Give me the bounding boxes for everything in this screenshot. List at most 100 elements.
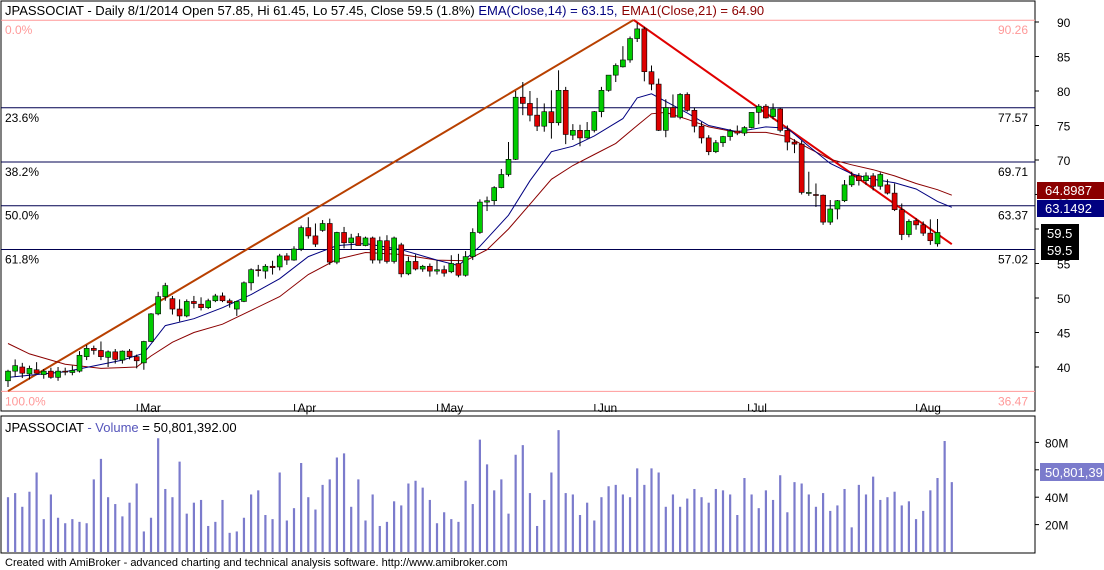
candle (19, 362, 26, 379)
fib-pct-label: 100.0% (5, 394, 46, 408)
candle-body (284, 255, 290, 261)
candle-body (169, 298, 176, 310)
candle-body (920, 224, 927, 234)
candle (91, 345, 97, 355)
ema21-badge: 64.8987 (1037, 182, 1104, 199)
volume-tick-label: 40M (1045, 491, 1068, 505)
candle-body (469, 232, 476, 257)
candle (312, 223, 319, 247)
candle (655, 78, 662, 132)
candle (169, 295, 176, 315)
candle-body (570, 130, 576, 136)
candle (48, 367, 54, 379)
volume-tick-label: 20M (1045, 519, 1068, 533)
candle (698, 122, 705, 144)
volume-header-symbol: JPASSOCIAT (5, 420, 84, 435)
candle-body (727, 130, 733, 137)
candle (770, 103, 776, 120)
candle (33, 362, 40, 374)
candle (477, 199, 483, 234)
candle-body (462, 256, 469, 276)
candle-body (341, 232, 347, 244)
candle-body (770, 108, 776, 117)
candle (784, 125, 791, 151)
candle-body (784, 130, 791, 143)
candle (305, 217, 312, 239)
date-tick-label: Jul (752, 401, 767, 415)
candle (898, 203, 905, 241)
candle (83, 344, 90, 361)
price-tick-label: 85 (1057, 51, 1071, 65)
volume-badge: 50,801,39 (1040, 463, 1104, 481)
volume-badge-text: 50,801,39 (1045, 465, 1103, 480)
candle (598, 86, 605, 118)
candle-body (441, 269, 447, 274)
candle-body (198, 303, 204, 308)
candle-body (856, 175, 862, 181)
candle (455, 253, 462, 278)
fib-pct-label: 38.2% (5, 165, 39, 179)
candle (462, 251, 469, 277)
candle (641, 26, 648, 82)
candle (441, 265, 447, 277)
candle (527, 91, 533, 122)
candle (126, 349, 133, 360)
fib-value-label: 36.47 (998, 394, 1028, 408)
trendline-downtrend (633, 19, 953, 245)
candle-body (777, 108, 784, 131)
candle-body (577, 130, 583, 139)
candle (434, 260, 440, 275)
candle-body (55, 370, 61, 378)
candle (348, 233, 355, 250)
candle-body (369, 237, 376, 261)
candle-body (19, 366, 26, 374)
candle-body (76, 354, 83, 372)
candle-body (655, 83, 662, 131)
candle (255, 264, 262, 277)
candle-body (598, 90, 605, 112)
candle (62, 367, 69, 376)
candle-body (234, 301, 240, 310)
price-tick-label: 90 (1057, 16, 1071, 30)
candle-body (562, 90, 569, 135)
candle (577, 124, 583, 147)
candle (534, 97, 540, 132)
candle-body (848, 175, 855, 186)
candle-body (605, 74, 612, 91)
candle (512, 91, 519, 160)
candle (670, 94, 676, 118)
candle-body (755, 105, 762, 113)
candle (276, 253, 283, 271)
candle (827, 200, 834, 225)
candle-body (541, 111, 548, 127)
candle (26, 365, 33, 380)
candle-body (820, 194, 826, 223)
candle-body (670, 107, 676, 118)
candle-body (319, 223, 326, 231)
candle (906, 219, 912, 238)
chart-header: JPASSOCIAT - Daily 8/1/2014 Open 57.85, … (5, 3, 764, 18)
candle-body (741, 127, 748, 134)
candlesticks (5, 22, 941, 388)
candle-body (813, 194, 819, 196)
candle (570, 124, 576, 140)
candle-body (334, 232, 340, 263)
candle (384, 235, 390, 264)
candle-body (455, 263, 462, 276)
ema14-line (7, 93, 952, 378)
fib-value-label: 63.37 (998, 209, 1028, 223)
candle (248, 268, 254, 291)
candle-body (241, 282, 247, 302)
candle-body (534, 114, 540, 127)
candle (183, 299, 190, 318)
candle (405, 256, 412, 276)
candle-body (355, 236, 362, 246)
candle (791, 139, 798, 154)
candle (226, 298, 233, 308)
candle-body (83, 348, 90, 357)
candle-body (91, 348, 97, 351)
candle-body (791, 141, 798, 145)
trendlines (7, 19, 953, 393)
candle (369, 236, 376, 264)
candle (291, 246, 297, 261)
